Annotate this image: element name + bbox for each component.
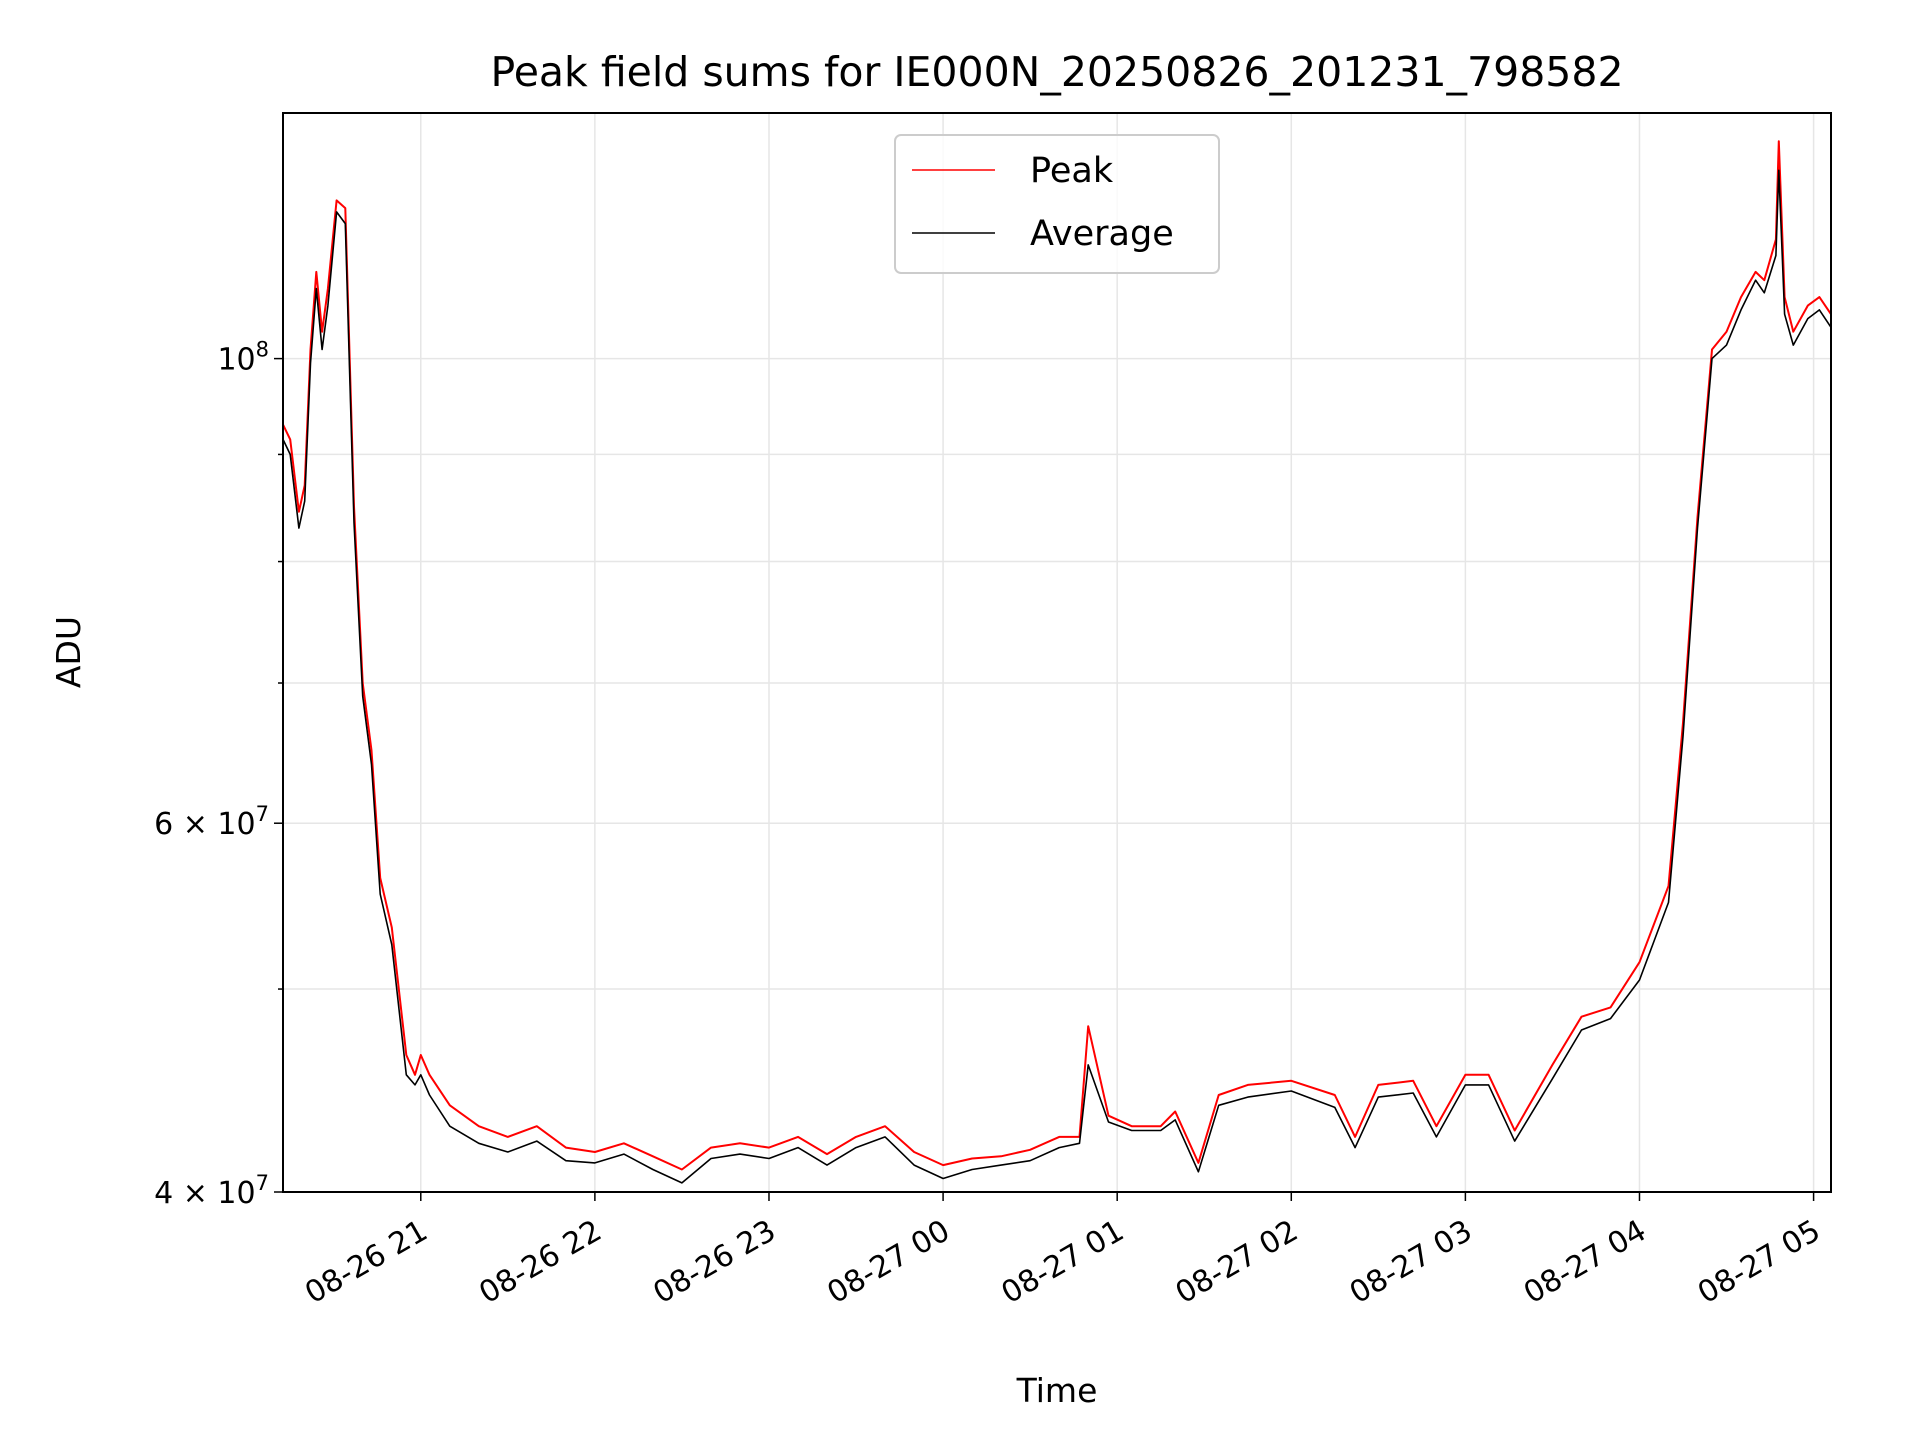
legend: Peak Average (894, 134, 1220, 274)
legend-label-peak: Peak (1030, 151, 1114, 191)
series-line-average (282, 169, 1832, 1184)
y-tick-label: 6 × 107 (154, 802, 269, 842)
y-axis-title: ADU (49, 616, 88, 688)
series-line-peak (282, 140, 1832, 1171)
y-axis: 4 × 107 6 × 107 108 (154, 338, 283, 1211)
y-tick-label: 108 (217, 338, 269, 378)
grid (283, 113, 1831, 1193)
plot-frame (282, 112, 1832, 1193)
x-axis-title: Time (1016, 1371, 1098, 1410)
legend-label-average: Average (1030, 214, 1174, 254)
series-lines (282, 140, 1832, 1184)
y-tick-label: 4 × 107 (154, 1171, 269, 1211)
chart-title: Peak field sums for IE000N_20250826_2012… (490, 48, 1623, 96)
